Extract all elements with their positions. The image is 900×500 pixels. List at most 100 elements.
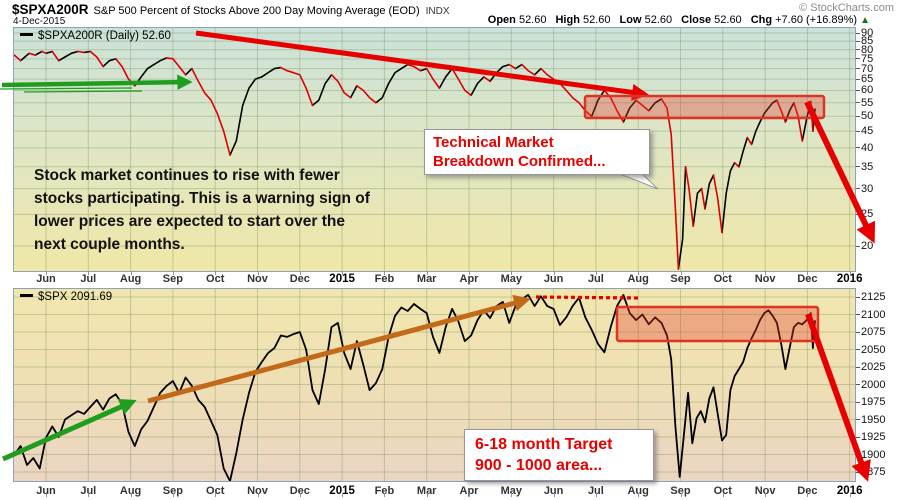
ohlc-quote-row: Open 52.60 High 52.60 Low 52.60 Close 52.60…	[479, 14, 870, 26]
x-axis-tick	[88, 271, 90, 275]
y-axis-label: 1875	[861, 466, 886, 478]
y-axis-label: 1950	[861, 413, 886, 426]
y-axis-tick	[856, 102, 860, 104]
y-axis-tick	[856, 314, 860, 315]
target-note: 6-18 month Target 900 - 1000 area...	[464, 429, 654, 481]
y-axis-label: 2050	[861, 343, 886, 356]
x-axis-label: Sep	[670, 273, 691, 285]
breakdown-callout: Technical Market Breakdown Confirmed...	[424, 129, 650, 175]
x-axis-tick	[511, 271, 513, 275]
y-axis-label: 60	[861, 84, 874, 97]
x-axis-tick	[46, 493, 47, 497]
x-axis-tick	[595, 493, 597, 497]
x-axis-tick	[765, 493, 767, 497]
y-axis-label: 35	[861, 160, 874, 173]
x-axis-label: Nov	[247, 485, 268, 497]
x-axis-label: Aug	[627, 273, 649, 285]
x-axis-label: Nov	[754, 273, 776, 285]
y-axis-label: 65	[861, 73, 874, 86]
x-axis-label: Dec	[289, 485, 310, 497]
exchange-label: INDX	[425, 6, 450, 17]
warning-note: Stock market continues to rise with fewe…	[34, 167, 370, 253]
y-axis-tick	[856, 471, 860, 473]
x-axis-label: Jul	[587, 273, 604, 285]
x-axis-tick	[849, 271, 851, 275]
x-axis-label: Oct	[206, 273, 225, 285]
y-axis-label: 90	[861, 27, 874, 40]
y-axis-label: 75	[861, 52, 874, 65]
y-axis-label: 2100	[861, 308, 886, 321]
x-axis-tick	[426, 271, 428, 275]
y-axis-tick	[856, 32, 860, 34]
x-axis-tick	[680, 493, 682, 497]
y-axis-label: 25	[861, 208, 874, 221]
y-axis-tick	[856, 89, 860, 91]
x-axis-label: Mar	[416, 485, 437, 497]
quote-label: Close	[681, 14, 712, 26]
quote-label: High	[555, 14, 580, 26]
bottom-plot	[14, 289, 855, 481]
y-axis-tick	[856, 419, 860, 420]
x-axis-label: Feb	[374, 485, 395, 497]
quote-value: 52.60	[579, 14, 611, 26]
y-axis-label: 2000	[861, 378, 886, 391]
y-axis-tick	[856, 349, 860, 350]
y-axis-label: 30	[861, 182, 874, 195]
x-axis-label: Oct	[206, 485, 225, 497]
y-axis-tick	[856, 115, 860, 117]
y-axis-label: 20	[861, 240, 874, 252]
x-axis-label: Sep	[670, 485, 691, 497]
chart-symbol: $SPXA200R	[12, 2, 89, 17]
x-axis-tick	[299, 493, 301, 497]
y-axis-label: 85	[861, 35, 874, 48]
x-axis-tick	[257, 271, 259, 275]
x-axis-tick	[849, 493, 851, 497]
y-axis-label: 1975	[861, 396, 886, 408]
x-axis-label: 2015	[329, 485, 355, 497]
x-axis-label: Aug	[627, 485, 649, 497]
x-axis-tick	[680, 271, 682, 275]
x-axis-tick	[469, 493, 470, 497]
y-axis-label: 80	[861, 43, 874, 56]
y-axis-tick	[856, 166, 860, 168]
x-axis-tick	[765, 271, 767, 275]
y-axis-tick	[856, 49, 860, 51]
x-axis-label: Jul	[80, 485, 97, 497]
x-axis-label: Oct	[713, 273, 732, 285]
y-axis-label: 50	[861, 110, 874, 123]
y-axis-tick	[856, 331, 860, 333]
x-axis-tick	[384, 493, 386, 497]
x-axis-tick	[807, 493, 809, 497]
indicator-line-swatch	[20, 33, 33, 37]
x-axis-label: Jun	[36, 273, 56, 285]
x-axis-label: May	[500, 485, 522, 497]
y-axis-label: 2125	[861, 291, 886, 303]
y-axis-tick	[856, 436, 860, 438]
x-axis-label: Feb	[374, 273, 395, 285]
header-title-row: $SPXA200R S&P 500 Percent of Stocks Above…	[12, 1, 450, 19]
y-axis-tick	[856, 213, 860, 215]
x-axis-label: Dec	[289, 273, 310, 285]
quote-value: 52.60	[515, 14, 547, 26]
chart-title: S&P 500 Percent of Stocks Above 200 Day …	[93, 5, 420, 17]
y-axis-label: 70	[861, 62, 874, 75]
y-axis-tick	[856, 401, 860, 403]
x-axis-label: Mar	[416, 273, 437, 285]
chart-date: 4-Dec-2015	[13, 16, 66, 27]
quote-value: 52.60	[711, 14, 742, 26]
y-axis-label: 1900	[861, 448, 886, 461]
x-axis-label: Apr	[459, 273, 479, 285]
quote-value: 52.60	[641, 14, 673, 26]
x-axis-tick	[553, 493, 555, 497]
price-panel	[13, 288, 856, 482]
x-axis-label: Jun	[543, 485, 564, 497]
x-axis-tick	[172, 271, 174, 275]
y-axis-tick	[856, 245, 860, 247]
x-axis-label: Jul	[80, 273, 97, 285]
x-axis-label: Dec	[797, 273, 818, 285]
x-axis-tick	[342, 493, 344, 497]
price-legend: $SPX 2091.69	[20, 291, 112, 303]
x-axis-tick	[469, 271, 470, 275]
y-axis-tick	[856, 68, 860, 70]
